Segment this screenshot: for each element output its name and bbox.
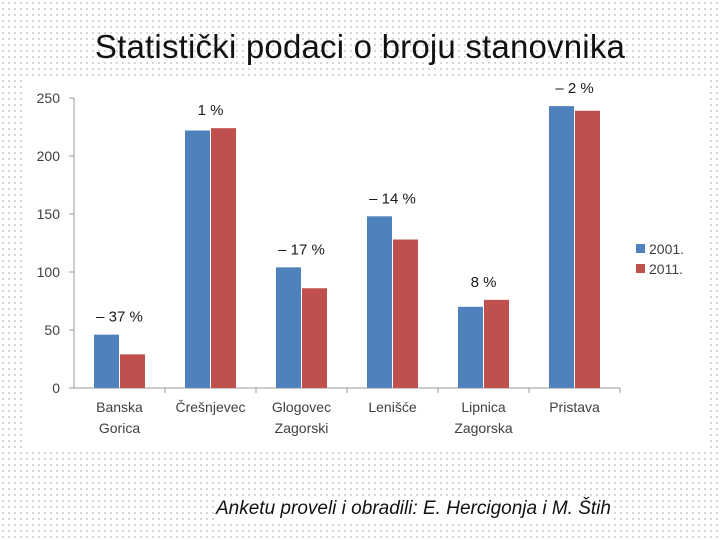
bar-2001-3 (276, 267, 301, 388)
x-tick-label: Črešnjevec (175, 399, 245, 415)
population-bar-chart: 0 50 100 150 200 250 Banska Gorica – 37 % Črešnje… (37, 80, 684, 436)
legend-swatch-2011 (636, 264, 645, 273)
bar-2011-2 (211, 128, 236, 388)
bar-2011-1 (120, 354, 145, 388)
y-tick-label: 100 (37, 264, 61, 280)
change-label: – 2 % (555, 80, 593, 97)
bar-2001-5 (458, 306, 483, 388)
change-label: – 14 % (369, 190, 416, 207)
legend-label: 2001. (649, 241, 684, 257)
bar-2001-4 (367, 216, 392, 388)
bar-2001-1 (94, 334, 119, 388)
legend-label: 2011. (649, 261, 683, 277)
x-tick-label: Banska Gorica (96, 399, 143, 436)
change-label: 1 % (198, 102, 224, 119)
y-tick-label: 200 (37, 148, 61, 164)
bar-2011-3 (302, 288, 327, 388)
x-tick-label: Lenišće (368, 399, 416, 415)
y-tick-label: 150 (37, 206, 61, 222)
y-tick-label: 50 (44, 322, 60, 338)
change-label: 8 % (471, 274, 497, 291)
bar-2011-5 (484, 299, 509, 388)
bar-2011-4 (393, 239, 418, 388)
page-title: Statistički podaci o broju stanovnika (94, 28, 626, 65)
bar-2001-2 (185, 130, 210, 389)
x-tick-label: Pristava (549, 399, 600, 415)
chart-panel: 0 50 100 150 200 250 Banska Gorica – 37 % Črešnje… (22, 80, 706, 448)
bar-2001-6 (549, 106, 574, 389)
x-tick-label: Lipnica Zagorska (454, 399, 513, 436)
bar-2011-6 (575, 110, 600, 388)
credit-line: Anketu proveli i obradili: E. Hercigonja… (214, 498, 613, 520)
y-tick-label: 0 (52, 380, 60, 396)
y-tick-label: 250 (37, 90, 61, 106)
change-label: – 37 % (96, 309, 143, 326)
change-label: – 17 % (278, 241, 325, 258)
legend-swatch-2001 (636, 244, 645, 253)
x-tick-label: Glogovec Zagorski (272, 399, 331, 436)
